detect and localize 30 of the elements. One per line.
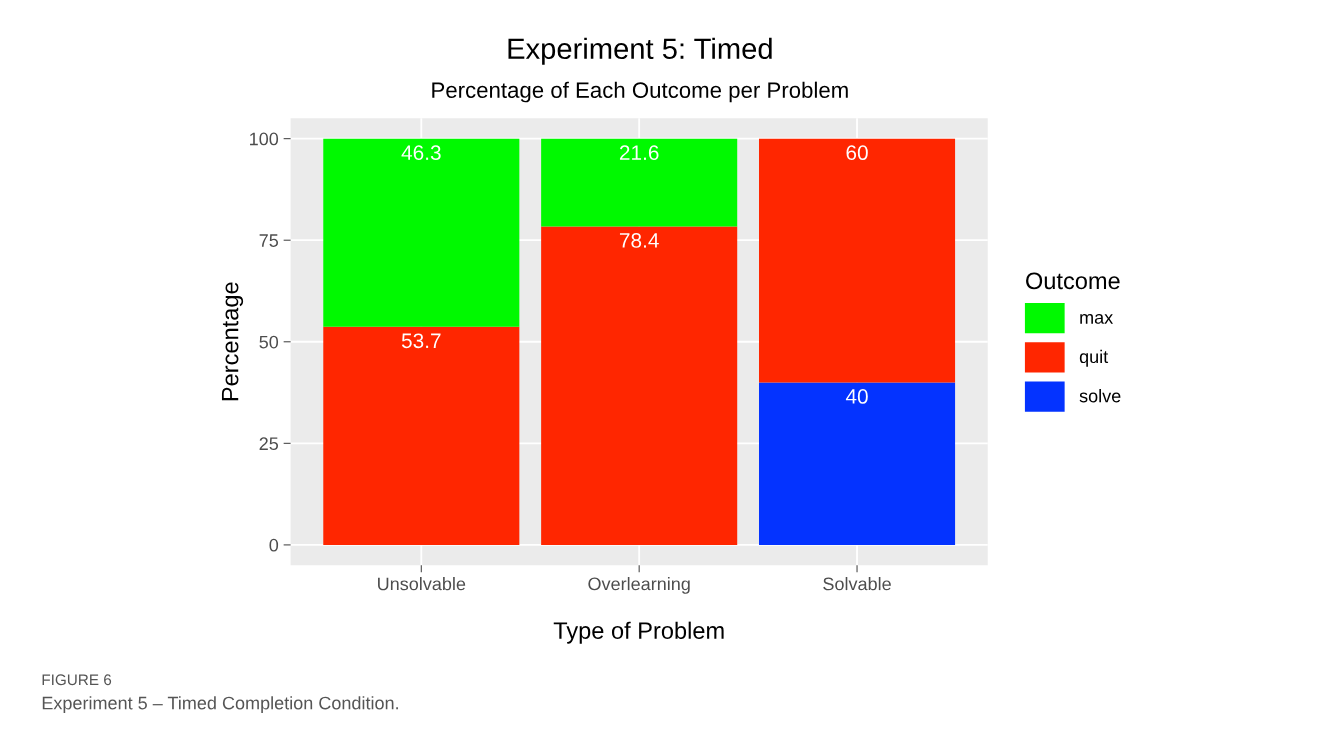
bar (541, 226, 738, 545)
chart-subtitle: Percentage of Each Outcome per Problem (432, 81, 848, 103)
x-tick-label: Solvable (823, 577, 891, 591)
data-label: 78.4 (619, 233, 659, 248)
data-label: 21.6 (619, 145, 659, 161)
data-label: 40 (845, 389, 868, 404)
x-tick-label: Unsolvable (378, 577, 466, 591)
x-tick-label: Overlearning (588, 577, 690, 594)
y-axis-title: Percentage (221, 282, 244, 401)
bar (759, 382, 956, 545)
legend-label: max (1080, 313, 1113, 324)
bar (759, 138, 956, 383)
y-tick-label: 100 (250, 132, 279, 146)
bar (541, 138, 738, 227)
text: Experiment 5 – Timed Completion Condition. (42, 696, 398, 714)
bar (323, 326, 520, 545)
data-label: 46.3 (401, 145, 441, 161)
chart-title: Experiment 5: Timed (508, 37, 772, 65)
y-tick-label: 75 (259, 234, 279, 247)
legend-label: solve (1079, 389, 1121, 403)
y-tick-label: 0 (269, 538, 279, 552)
data-label: 53.7 (401, 333, 441, 349)
legend-label: quit (1079, 349, 1109, 367)
legend-title: Outcome (1026, 272, 1120, 290)
data-label: 60 (846, 145, 868, 161)
bar (323, 138, 520, 327)
y-tick-label: 50 (259, 335, 279, 349)
x-axis-title: Type of Problem (553, 621, 724, 644)
caption: FIGURE 6 (42, 674, 112, 686)
y-tick-label: 25 (259, 437, 279, 451)
